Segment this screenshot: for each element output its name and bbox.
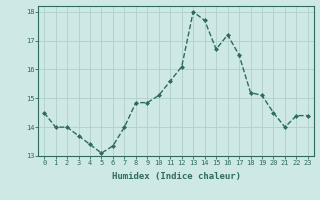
X-axis label: Humidex (Indice chaleur): Humidex (Indice chaleur)	[111, 172, 241, 181]
